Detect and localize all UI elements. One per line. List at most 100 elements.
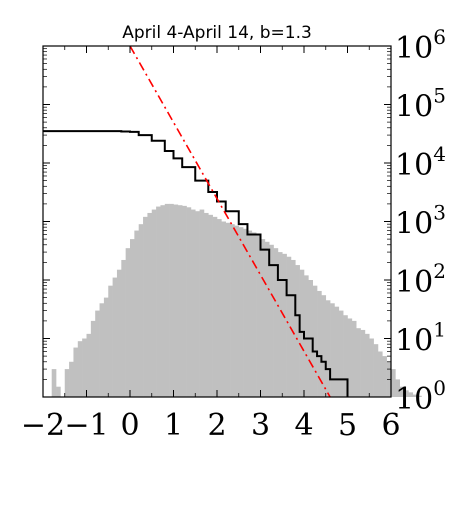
x-tick-label: 1 bbox=[164, 408, 183, 443]
histogram-bar bbox=[330, 303, 335, 397]
x-tick-label: −2 bbox=[21, 408, 65, 443]
x-tick-label: −1 bbox=[64, 408, 108, 443]
histogram-bar bbox=[321, 295, 327, 397]
histogram-bar bbox=[243, 228, 248, 397]
histogram-bar bbox=[369, 338, 374, 397]
histogram-bar bbox=[95, 310, 100, 397]
histogram-bar bbox=[277, 252, 283, 397]
histogram-bar bbox=[108, 285, 113, 397]
ccdf-line bbox=[43, 130, 349, 397]
histogram-bar bbox=[273, 248, 279, 397]
histogram-bar bbox=[138, 224, 144, 397]
x-tick-label: 5 bbox=[338, 408, 357, 443]
histogram-bar bbox=[121, 259, 126, 397]
histogram-bar bbox=[391, 369, 396, 397]
histogram-bar bbox=[130, 239, 135, 397]
histogram-bar bbox=[182, 205, 187, 397]
histogram-bar bbox=[221, 221, 226, 397]
histogram-bar bbox=[260, 239, 266, 397]
histogram-bar bbox=[143, 216, 148, 397]
histogram-bar bbox=[147, 212, 153, 397]
histogram-bar bbox=[269, 244, 274, 397]
histogram-bar bbox=[73, 347, 79, 397]
histogram-bar bbox=[125, 248, 131, 397]
histogram-bar bbox=[356, 328, 361, 397]
histogram-bar bbox=[256, 234, 261, 397]
histogram-bar bbox=[290, 259, 296, 397]
histogram-bar bbox=[395, 379, 400, 397]
histogram-bar bbox=[90, 320, 96, 397]
y-tick-label: 104 bbox=[395, 142, 446, 183]
y-tick-label: 100 bbox=[395, 376, 446, 417]
histogram-bar bbox=[351, 320, 357, 397]
histogram-bar bbox=[173, 204, 179, 397]
histogram-bar bbox=[112, 277, 118, 397]
histogram-bar bbox=[203, 212, 209, 397]
histogram-bar bbox=[312, 285, 318, 397]
histogram-bar bbox=[134, 230, 139, 397]
y-ticks: 100 101 102 103 104 105 106 bbox=[43, 25, 446, 417]
y-tick-label: 102 bbox=[395, 259, 446, 300]
chart-title: April 4-April 14, b=1.3 bbox=[122, 23, 312, 43]
histogram-bar bbox=[338, 310, 344, 397]
x-tick-label: 3 bbox=[251, 408, 270, 443]
x-tick-label: 2 bbox=[207, 408, 226, 443]
histogram-bar bbox=[199, 209, 205, 397]
histogram-bar bbox=[234, 225, 240, 397]
y-tick-label: 106 bbox=[395, 25, 446, 66]
histogram-bar bbox=[195, 211, 200, 397]
histogram-bar bbox=[82, 338, 87, 397]
histogram-bar bbox=[286, 256, 292, 397]
series-lines bbox=[43, 45, 349, 398]
histogram-bar bbox=[334, 306, 340, 397]
histogram-bar bbox=[217, 219, 222, 397]
histogram-bar bbox=[230, 224, 235, 397]
histogram-bar bbox=[169, 203, 174, 397]
histogram-bar bbox=[360, 329, 366, 397]
histogram-bar bbox=[151, 209, 157, 397]
histogram-bar bbox=[347, 318, 353, 397]
histogram-bar bbox=[212, 216, 218, 397]
x-tick-label: 4 bbox=[294, 408, 313, 443]
y-tick-label: 103 bbox=[395, 201, 446, 242]
histogram-bar bbox=[156, 206, 161, 397]
histogram-bar bbox=[264, 241, 270, 397]
histogram-bar bbox=[317, 290, 322, 397]
histogram-bar bbox=[343, 315, 348, 397]
x-tick-label: 0 bbox=[120, 408, 139, 443]
histogram-bar bbox=[69, 361, 74, 397]
histogram-bar bbox=[177, 205, 183, 397]
histogram-bars bbox=[51, 203, 422, 397]
histogram-bar bbox=[382, 356, 387, 397]
y-tick-label: 101 bbox=[395, 318, 446, 359]
histogram-bar bbox=[364, 333, 370, 397]
histogram-bar bbox=[251, 232, 257, 397]
histogram-bar bbox=[377, 351, 383, 397]
histogram-bar bbox=[399, 386, 405, 397]
histogram-bar bbox=[247, 230, 253, 397]
x-tick-label: 6 bbox=[381, 408, 400, 443]
histogram-bar bbox=[373, 344, 379, 397]
y-tick-label: 105 bbox=[395, 84, 446, 125]
histogram-bar bbox=[164, 203, 170, 397]
x-ticks: −2 −1 0 1 2 3 4 5 6 bbox=[21, 46, 401, 443]
histogram-bar bbox=[238, 227, 244, 397]
histogram-bar bbox=[208, 214, 213, 397]
histogram-bar bbox=[99, 303, 105, 397]
histogram-bar bbox=[225, 222, 231, 397]
histogram-bar bbox=[325, 300, 331, 397]
histogram-bar bbox=[412, 394, 418, 397]
histogram-bar bbox=[116, 269, 122, 397]
histogram-bar bbox=[56, 386, 61, 397]
histogram-bar bbox=[64, 369, 70, 397]
histogram-bar bbox=[77, 341, 83, 397]
histogram-bar bbox=[86, 333, 92, 397]
histogram-bar bbox=[51, 369, 57, 397]
histogram-bar bbox=[404, 390, 409, 397]
histogram-bar bbox=[417, 395, 422, 397]
histogram-bar bbox=[186, 207, 192, 397]
histogram-bar bbox=[282, 253, 287, 397]
power-law-fit-line bbox=[129, 45, 331, 398]
histogram-bar bbox=[190, 209, 196, 397]
